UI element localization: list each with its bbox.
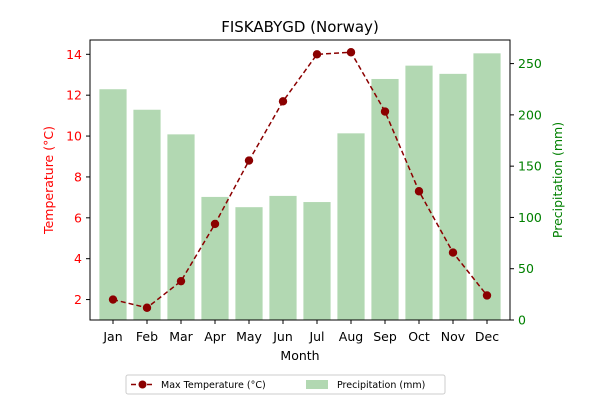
y-right-tick-label: 250 <box>518 56 542 71</box>
precipitation-bar-mar <box>167 134 195 320</box>
chart-title: FISKABYGD (Norway) <box>221 18 379 36</box>
temperature-point-mar <box>176 276 186 286</box>
y-right-tick-label: 100 <box>518 210 542 225</box>
y-left-tick-label: 8 <box>74 169 82 184</box>
y-left-tick-label: 10 <box>66 129 82 144</box>
precipitation-bar-aug <box>337 133 365 320</box>
precipitation-bar-jun <box>269 195 297 320</box>
y-right-tick-label: 50 <box>518 261 534 276</box>
precipitation-bars <box>99 53 501 321</box>
temperature-point-oct <box>414 187 424 196</box>
temperature-point-aug <box>346 48 356 57</box>
precipitation-bar-feb <box>133 109 161 321</box>
x-tick-label: Jul <box>308 329 324 344</box>
temperature-point-may <box>244 156 254 165</box>
y-left-axis-label: Temperature (°C) <box>41 126 56 235</box>
y-left-tick-label: 6 <box>74 210 82 225</box>
y-left-tick-label: 14 <box>66 47 82 62</box>
precipitation-bar-dec <box>473 53 501 320</box>
y-right-tick-label: 150 <box>518 159 542 174</box>
x-tick-label: Jan <box>102 329 122 344</box>
legend-precipitation-swatch <box>306 380 328 389</box>
x-tick-label: Nov <box>441 329 466 344</box>
x-axis-label: Month <box>280 348 319 363</box>
x-tick-label: Apr <box>204 329 226 344</box>
y-left-tick-label: 4 <box>74 251 82 266</box>
temperature-point-apr <box>210 219 220 229</box>
temperature-point-nov <box>448 248 458 257</box>
x-tick-label: Mar <box>169 329 193 344</box>
y-right-tick-label: 200 <box>518 107 542 122</box>
x-tick-label: Dec <box>475 329 499 344</box>
y-right-tick-label: 0 <box>518 313 526 328</box>
legend-frame <box>125 374 446 395</box>
legend-temperature-label: Max Temperature (°C) <box>161 380 266 391</box>
precipitation-bar-jul <box>303 202 331 320</box>
temperature-point-dec <box>482 291 492 300</box>
x-tick-label: Oct <box>408 329 430 344</box>
x-tick-label: Feb <box>136 329 158 344</box>
x-axis-ticks: Jan Feb Mar Apr May Jun Jul Aug Sep Oct Nov Dec <box>102 320 499 344</box>
temperature-point-jun <box>278 97 288 106</box>
precipitation-bar-sep <box>371 78 399 320</box>
x-tick-label: May <box>236 329 262 344</box>
temperature-point-sep <box>380 107 390 116</box>
legend: Max Temperature (°C) Precipitation (mm) <box>125 374 446 395</box>
precipitation-bar-nov <box>439 73 467 320</box>
x-tick-label: Sep <box>373 329 397 344</box>
y-right-axis-ticks: 0 50 100 150 200 250 <box>510 56 542 328</box>
legend-temperature-swatch-marker <box>138 380 147 389</box>
precipitation-bar-jan <box>99 89 127 320</box>
temperature-point-feb <box>142 303 152 312</box>
temperature-point-jan <box>108 295 118 304</box>
x-tick-label: Jun <box>272 329 293 344</box>
y-right-axis-label: Precipitation (mm) <box>550 122 565 238</box>
temperature-point-jul <box>312 50 322 59</box>
precipitation-bar-apr <box>201 196 229 320</box>
temperature-line <box>108 48 492 312</box>
precipitation-bar-may <box>235 207 263 320</box>
y-left-tick-label: 2 <box>74 292 82 307</box>
x-tick-label: Aug <box>339 329 363 344</box>
plot-frame <box>89 39 511 321</box>
legend-precipitation-label: Precipitation (mm) <box>337 380 425 391</box>
y-left-tick-label: 12 <box>66 88 82 103</box>
y-left-axis-ticks: 2 4 6 8 10 12 14 <box>66 47 90 307</box>
temperature-line-path <box>112 51 488 309</box>
